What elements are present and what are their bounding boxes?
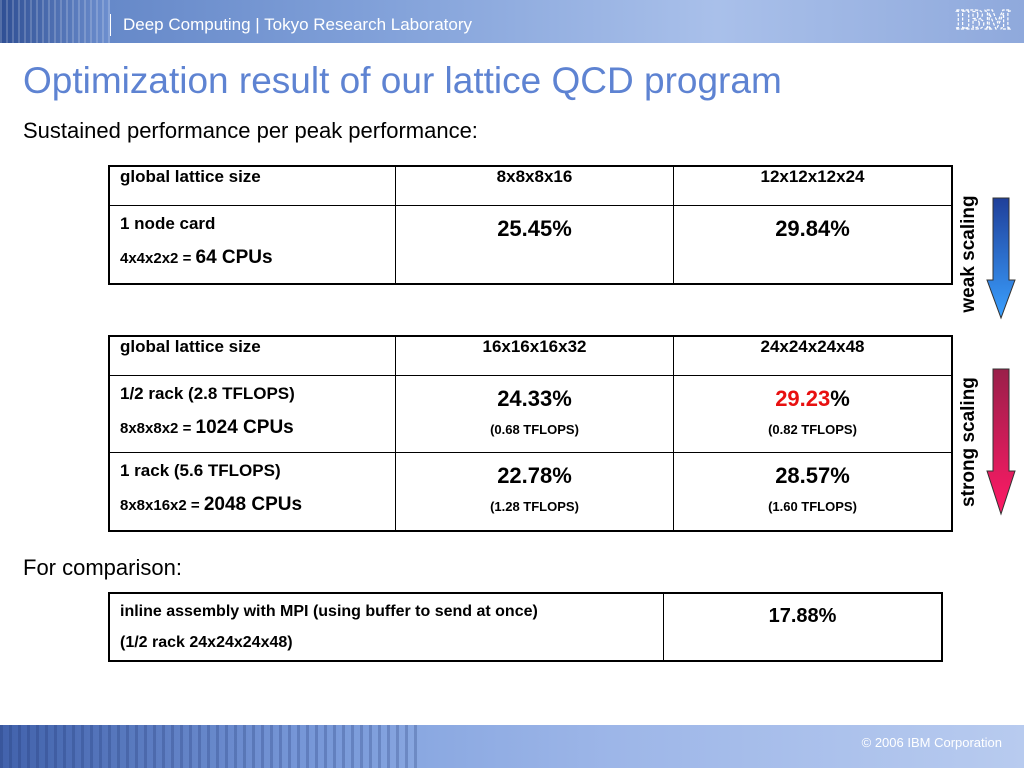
value-tflops: (1.28 TFLOPS) xyxy=(490,499,579,514)
row-config-prefix: 8x8x8x2 = xyxy=(120,420,196,437)
page-subtitle: Sustained performance per peak performan… xyxy=(23,118,478,143)
table-row: 1 node card 4x4x2x2 = 64 CPUs 25.45% 29.… xyxy=(108,205,953,284)
header-art xyxy=(0,0,110,43)
header-cell: 12x12x12x24 xyxy=(673,165,953,206)
row-config-prefix: 8x8x16x2 = xyxy=(120,497,204,514)
header-cell: 24x24x24x48 xyxy=(673,335,953,376)
value-cell: 22.78% (1.28 TFLOPS) xyxy=(395,452,674,531)
table-weak-scaling: global lattice size 8x8x8x16 12x12x12x24… xyxy=(108,165,953,285)
value-cell: 29.84% xyxy=(673,205,953,284)
value-tflops: (0.82 TFLOPS) xyxy=(768,422,857,437)
row-label: 1 rack (5.6 TFLOPS) xyxy=(120,461,281,480)
row-config: 8x8x8x2 = 1024 CPUs xyxy=(120,417,395,439)
row-config: 4x4x2x2 = 64 CPUs xyxy=(120,247,395,269)
strong-scaling-arrow-icon xyxy=(986,368,1016,516)
comparison-line2: (1/2 rack 24x24x24x48) xyxy=(120,634,293,651)
table-strong-scaling: global lattice size 16x16x16x32 24x24x24… xyxy=(108,335,953,532)
row-label-cell: 1/2 rack (2.8 TFLOPS) 8x8x8x2 = 1024 CPU… xyxy=(108,375,396,453)
ibm-logo: IBM xyxy=(954,4,1011,36)
page-title: Optimization result of our lattice QCD p… xyxy=(23,60,782,101)
table-row: inline assembly with MPI (using buffer t… xyxy=(108,592,943,662)
value-highlight: 29.23 xyxy=(775,386,831,411)
value-percent: 24.33% xyxy=(497,386,572,411)
row-label-cell: 1 rack (5.6 TFLOPS) 8x8x16x2 = 2048 CPUs xyxy=(108,452,396,531)
comparison-label: For comparison: xyxy=(23,555,182,580)
value-cell: 25.45% xyxy=(395,205,674,284)
header-cell: 8x8x8x16 xyxy=(395,165,674,206)
strong-scaling-label: strong scaling xyxy=(958,377,979,507)
header-text: Deep Computing | Tokyo Research Laborato… xyxy=(123,15,473,34)
row-config: 8x8x16x2 = 2048 CPUs xyxy=(120,494,395,516)
value-cell: 24.33% (0.68 TFLOPS) xyxy=(395,375,674,453)
value-percent: 25.45% xyxy=(497,216,572,241)
value-percent: 29.84% xyxy=(775,216,850,241)
row-config-cpus: 64 CPUs xyxy=(195,247,273,268)
value-tflops: (0.68 TFLOPS) xyxy=(490,422,579,437)
value-percent: 17.88% xyxy=(768,605,837,627)
comparison-desc-cell: inline assembly with MPI (using buffer t… xyxy=(108,592,664,662)
row-config-prefix: 4x4x2x2 = xyxy=(120,250,196,267)
ibm-logo-text: IBM xyxy=(955,5,1011,36)
weak-scaling-label: weak scaling xyxy=(958,195,979,313)
row-label: 1 node card xyxy=(120,214,216,233)
value-cell: 28.57% (1.60 TFLOPS) xyxy=(673,452,953,531)
header-cell: global lattice size xyxy=(108,335,396,376)
footer-bar: © 2006 IBM Corporation xyxy=(0,725,1024,768)
comparison-line1: inline assembly with MPI (using buffer t… xyxy=(120,603,538,620)
row-label: 1/2 rack (2.8 TFLOPS) xyxy=(120,384,295,403)
header-bar: Deep Computing | Tokyo Research Laborato… xyxy=(0,0,1024,43)
value-cell: 17.88% xyxy=(663,592,943,662)
row-label-cell: 1 node card 4x4x2x2 = 64 CPUs xyxy=(108,205,396,284)
table-header-row: global lattice size 16x16x16x32 24x24x24… xyxy=(108,335,953,376)
footer-art xyxy=(0,725,420,768)
table-header-row: global lattice size 8x8x8x16 12x12x12x24 xyxy=(108,165,953,206)
value-suffix: % xyxy=(830,386,850,411)
value-percent: 22.78% xyxy=(497,463,572,488)
value-cell: 29.23% (0.82 TFLOPS) xyxy=(673,375,953,453)
header-cell: 16x16x16x32 xyxy=(395,335,674,376)
value-percent: 28.57% xyxy=(775,463,850,488)
value-tflops: (1.60 TFLOPS) xyxy=(768,499,857,514)
table-row: 1 rack (5.6 TFLOPS) 8x8x16x2 = 2048 CPUs… xyxy=(108,452,953,531)
table-comparison: inline assembly with MPI (using buffer t… xyxy=(108,592,943,662)
header-separator xyxy=(110,14,111,36)
row-config-cpus: 1024 CPUs xyxy=(195,417,294,438)
header-cell: global lattice size xyxy=(108,165,396,206)
weak-scaling-arrow-icon xyxy=(986,197,1016,320)
row-config-cpus: 2048 CPUs xyxy=(203,494,303,515)
footer-copyright: © 2006 IBM Corporation xyxy=(861,735,1002,750)
value-percent: 29.23% xyxy=(674,386,951,412)
table-row: 1/2 rack (2.8 TFLOPS) 8x8x8x2 = 1024 CPU… xyxy=(108,375,953,453)
